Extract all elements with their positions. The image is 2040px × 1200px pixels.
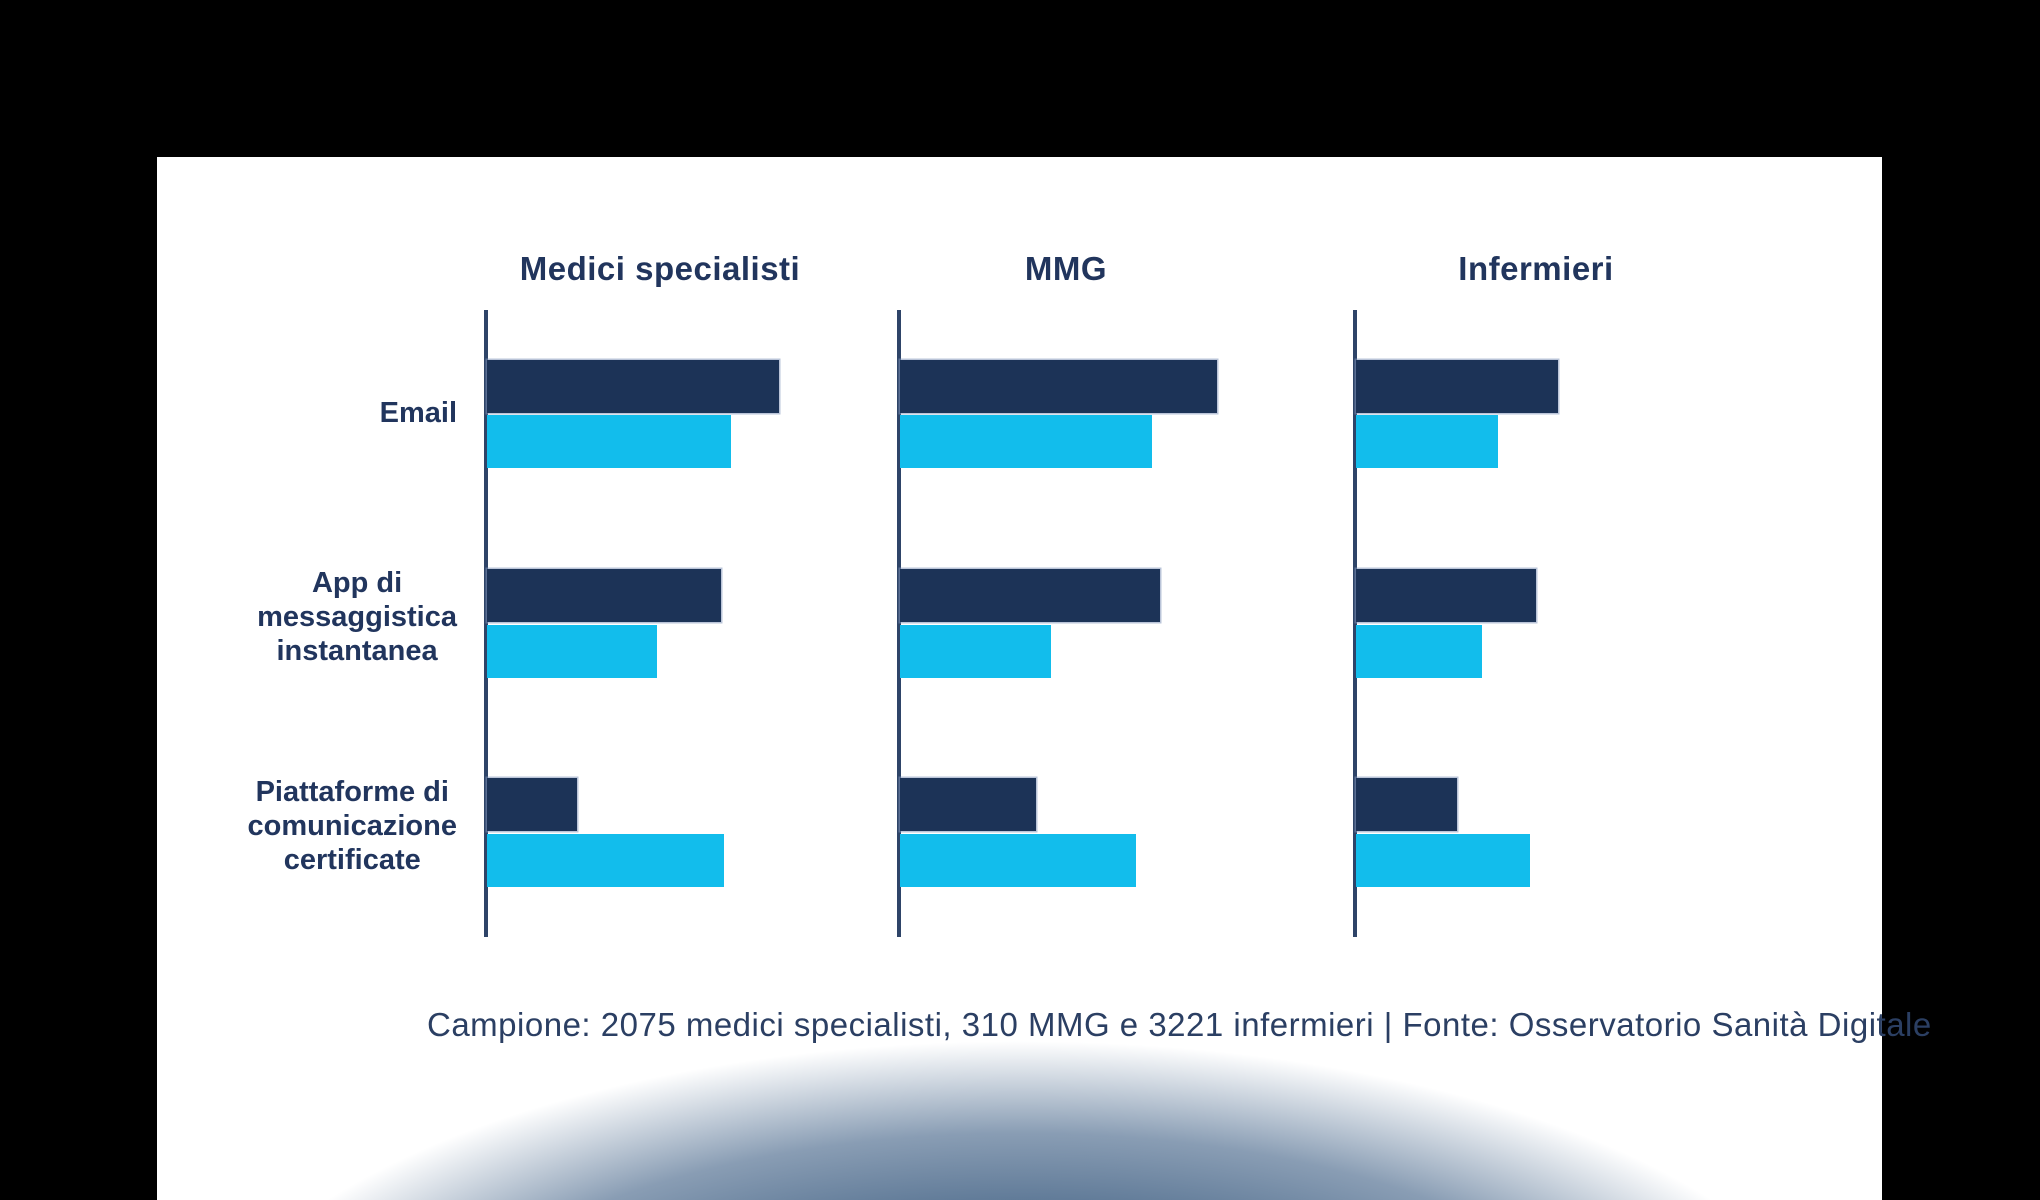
row-label-line: instantanea bbox=[276, 635, 438, 667]
light-bar bbox=[900, 625, 1051, 678]
light-bar bbox=[900, 415, 1152, 468]
row-label-app-messaggistica: App di messaggistica instantanea bbox=[257, 566, 457, 668]
row-label-line: Piattaforme di bbox=[255, 776, 449, 808]
row-label-line: App di bbox=[311, 567, 403, 599]
row-label-piattaforme-certificate: Piattaforme di comunicazione certificate bbox=[248, 775, 458, 877]
light-bar bbox=[900, 834, 1136, 887]
row-label-line: comunicazione bbox=[247, 810, 458, 842]
row-label-email: Email bbox=[380, 396, 457, 430]
dark-bar bbox=[487, 569, 721, 622]
row-label-line: messaggistica bbox=[257, 601, 457, 633]
dark-bar bbox=[487, 360, 779, 413]
light-bar bbox=[1356, 415, 1498, 468]
dark-bar bbox=[900, 360, 1217, 413]
panel-axis-line bbox=[1353, 310, 1357, 937]
dark-bar bbox=[487, 778, 577, 831]
panel-axis-line bbox=[484, 310, 488, 937]
row-label-line: certificate bbox=[283, 844, 421, 876]
light-bar bbox=[1356, 625, 1482, 678]
dark-bar bbox=[900, 778, 1036, 831]
dark-bar bbox=[900, 569, 1160, 622]
dark-bar bbox=[1356, 569, 1536, 622]
sample-source-caption: Campione: 2075 medici specialisti, 310 M… bbox=[427, 1006, 1932, 1043]
dark-bar bbox=[1356, 778, 1457, 831]
light-bar bbox=[487, 625, 657, 678]
panel-axis-line bbox=[897, 310, 901, 937]
panel-title-infermieri: Infermieri bbox=[1458, 250, 1614, 287]
row-label-line: Email bbox=[379, 397, 457, 429]
light-bar bbox=[1356, 834, 1530, 887]
light-bar bbox=[487, 415, 731, 468]
panel-title-mmg: MMG bbox=[1024, 250, 1108, 287]
light-bar bbox=[487, 834, 724, 887]
panel-title-medici-specialisti: Medici specialisti bbox=[519, 250, 801, 287]
dark-bar bbox=[1356, 360, 1558, 413]
